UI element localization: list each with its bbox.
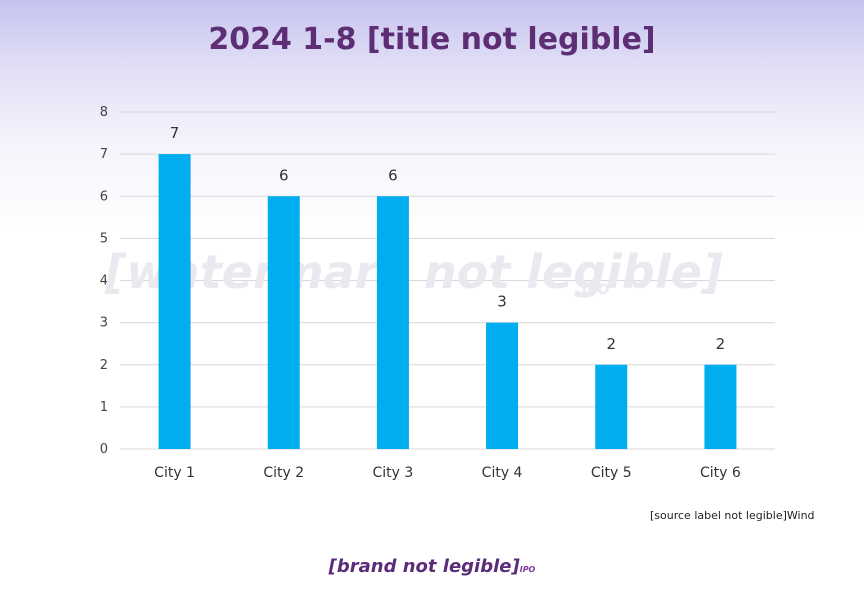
- data-label: 6: [279, 166, 289, 184]
- bar: [595, 364, 628, 449]
- x-tick-label: City 2: [263, 465, 304, 481]
- x-tick-label: City 6: [700, 465, 741, 481]
- watermark: [watermark not legible] IPO: [104, 245, 723, 299]
- bars: [158, 154, 737, 449]
- y-axis-ticks: 0 1 2 3 4 5 6 7 8: [100, 105, 108, 457]
- bar: [267, 196, 300, 449]
- x-tick-label: City 5: [591, 465, 632, 481]
- y-tick-label: 5: [100, 231, 108, 246]
- brand-text: [brand not legible]: [328, 556, 520, 577]
- x-tick-label: City 4: [482, 465, 523, 481]
- y-tick-label: 4: [100, 274, 108, 289]
- chart-title: 2024 1-8 [title not legible]: [208, 22, 656, 57]
- brand-logo: [brand not legible]IPO: [0, 556, 864, 577]
- x-tick-label: City 1: [154, 465, 195, 481]
- data-label: 6: [388, 166, 398, 184]
- bar: [376, 196, 409, 449]
- y-tick-label: 2: [100, 358, 108, 373]
- bar: [158, 154, 191, 449]
- y-tick-label: 3: [100, 316, 108, 331]
- bar: [486, 322, 519, 449]
- bar: [704, 364, 737, 449]
- data-label: 2: [606, 335, 616, 353]
- y-tick-label: 8: [100, 105, 108, 120]
- source-note: [source label not legible]Wind: [650, 509, 815, 522]
- data-label: 3: [497, 293, 507, 311]
- y-tick-label: 0: [100, 442, 108, 457]
- watermark-sub-text: IPO: [582, 282, 609, 298]
- gridlines: [120, 111, 775, 450]
- x-axis-ticks: City 1 City 2 City 3 City 4 City 5 City 6: [154, 465, 741, 481]
- x-tick-label: City 3: [373, 465, 414, 481]
- brand-sub-text: IPO: [519, 565, 536, 574]
- data-label: 7: [170, 124, 180, 142]
- y-tick-label: 1: [100, 400, 108, 415]
- data-label: 2: [716, 335, 726, 353]
- watermark-text: [watermark not legible]: [104, 245, 723, 299]
- data-labels: 7 6 6 3 2 2: [170, 124, 725, 353]
- y-tick-label: 7: [100, 147, 108, 162]
- y-tick-label: 6: [100, 189, 108, 204]
